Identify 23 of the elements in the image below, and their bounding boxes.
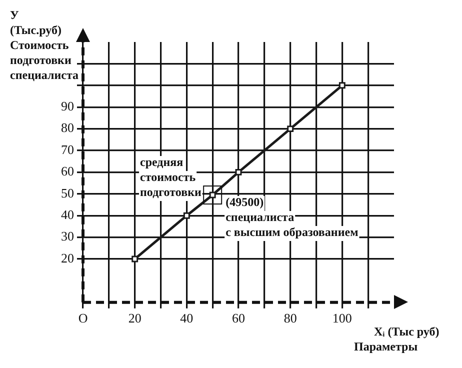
y-tick-label: 70 [61,142,74,157]
point [183,212,190,219]
y-tick-label: 50 [61,185,74,200]
x-axis-title: Xᵢ (Тыс руб) Параметры [354,324,440,354]
y-tick-label: 20 [61,250,74,266]
y-tick-label: 40 [61,207,74,222]
x-tick-label: O [78,310,88,326]
y-tick-label: 30 [61,228,74,244]
x-tick-label: 100 [332,310,352,326]
annotation: (49500) специалиста с высшим образованием [226,195,358,240]
annotation: средняя стоимость подготовки [140,155,202,200]
x-tick-label: 60 [232,310,245,326]
y-axis-title: У (Тыс.руб) Стоимость подготовки специалиста [10,8,79,82]
y-tick-label: 60 [61,164,74,179]
point [132,256,138,262]
point [235,168,242,176]
x-tick-label: 20 [128,310,142,326]
x-tick-label: 40 [180,310,194,326]
point [338,82,346,89]
y-tick-label: 80 [61,120,74,136]
point [287,126,294,132]
y-tick-label: 90 [61,98,74,114]
x-tick-label: 80 [284,310,297,326]
